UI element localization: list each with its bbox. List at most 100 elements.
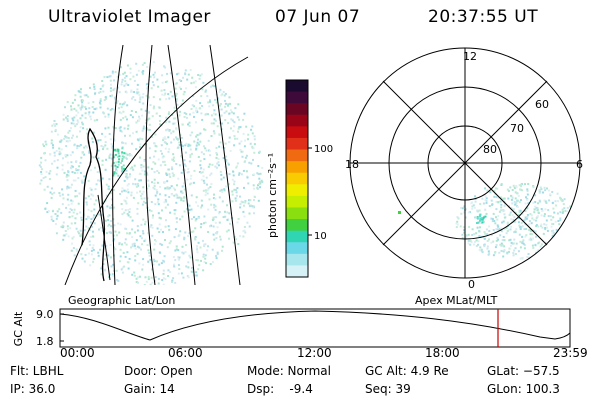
emission-speck [177, 272, 180, 275]
emission-speck [173, 265, 176, 268]
emission-speck [176, 103, 179, 106]
emission-speck [180, 141, 183, 144]
emission-speck [133, 271, 136, 274]
emission-speck [193, 105, 195, 108]
emission-speck [243, 226, 246, 228]
emission-speck [85, 218, 88, 221]
emission-speck [42, 143, 45, 146]
colorbar-swatch [286, 230, 308, 243]
emission-speck [62, 157, 64, 160]
emission-speck [474, 216, 476, 219]
emission-speck [124, 200, 127, 203]
emission-speck [101, 159, 104, 162]
emission-speck [138, 179, 141, 182]
coastline [97, 194, 111, 281]
emission-speck [149, 156, 151, 159]
emission-speck [89, 169, 92, 172]
emission-speck [482, 220, 485, 223]
emission-speck [502, 220, 505, 223]
emission-speck [500, 183, 503, 186]
emission-speck [475, 245, 478, 247]
emission-speck [562, 231, 565, 234]
emission-speck [101, 132, 104, 135]
emission-speck [67, 203, 70, 206]
emission-speck [245, 170, 248, 173]
emission-speck [137, 202, 140, 205]
emission-speck [157, 171, 160, 174]
emission-speck [74, 98, 76, 101]
emission-speck [516, 199, 519, 202]
emission-speck [154, 203, 157, 206]
emission-speck [486, 247, 489, 250]
emission-speck [173, 138, 175, 141]
emission-speck [123, 152, 126, 155]
emission-speck [472, 204, 475, 207]
emission-speck [46, 211, 49, 213]
emission-speck [95, 183, 98, 186]
emission-speck [512, 254, 515, 257]
colorbar-swatch [286, 80, 308, 93]
emission-speck [142, 200, 145, 203]
emission-speck [209, 154, 212, 157]
emission-speck [497, 215, 500, 218]
emission-speck [260, 179, 263, 182]
emission-speck [61, 164, 64, 167]
emission-speck [56, 133, 59, 136]
emission-speck [233, 121, 236, 124]
emission-speck [73, 107, 76, 110]
emission-speck [189, 69, 192, 71]
emission-speck [241, 155, 244, 158]
emission-speck [478, 230, 481, 233]
emission-speck [530, 238, 533, 241]
emission-speck [95, 107, 98, 110]
emission-speck [51, 210, 54, 213]
emission-speck [169, 72, 172, 75]
emission-speck [200, 206, 203, 209]
emission-speck [228, 96, 231, 99]
emission-speck [514, 253, 517, 255]
emission-speck [207, 231, 210, 233]
emission-speck [159, 242, 162, 245]
emission-speck [163, 255, 166, 258]
emission-speck [551, 223, 554, 225]
emission-speck [203, 128, 206, 131]
emission-speck [220, 189, 223, 191]
emission-speck [127, 261, 130, 264]
emission-speck [116, 166, 119, 169]
emission-speck [212, 261, 214, 264]
emission-speck [222, 216, 225, 219]
emission-speck [525, 196, 527, 199]
emission-speck [247, 202, 250, 205]
emission-speck [192, 95, 195, 98]
emission-speck [215, 101, 218, 104]
emission-speck [154, 279, 157, 282]
emission-speck [476, 217, 479, 219]
emission-speck [205, 262, 207, 265]
emission-speck [93, 85, 96, 88]
emission-speck [125, 75, 128, 78]
emission-speck [61, 203, 64, 206]
emission-speck [569, 227, 572, 230]
emission-speck [471, 228, 474, 231]
emission-speck [92, 248, 95, 251]
emission-speck [225, 155, 228, 158]
emission-speck [138, 117, 141, 120]
emission-speck [83, 175, 86, 178]
emission-speck [88, 243, 91, 246]
emission-speck [213, 206, 216, 209]
emission-speck [233, 125, 236, 128]
emission-speck [141, 63, 144, 66]
emission-speck [99, 226, 102, 229]
emission-speck [186, 275, 189, 277]
emission-speck [135, 239, 138, 242]
emission-speck [131, 97, 133, 100]
emission-speck [194, 237, 197, 240]
emission-speck [168, 187, 171, 190]
emission-speck [90, 249, 93, 252]
emission-speck [184, 72, 187, 75]
emission-speck [60, 225, 63, 228]
emission-speck [476, 226, 479, 229]
emission-speck [494, 187, 497, 190]
emission-speck [551, 234, 554, 237]
emission-speck [243, 215, 246, 218]
